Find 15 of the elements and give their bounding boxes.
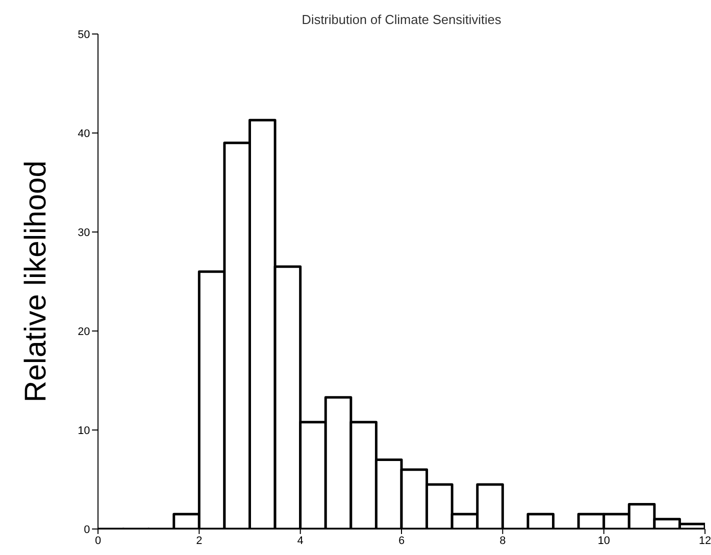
y-tick-label: 0 bbox=[84, 524, 90, 536]
chart-title: Distribution of Climate Sensitivities bbox=[300, 12, 502, 27]
y-tick-label: 50 bbox=[78, 28, 90, 41]
x-tick-label: 6 bbox=[398, 534, 405, 547]
y-tick-label: 40 bbox=[78, 128, 90, 140]
x-tick-label: 12 bbox=[698, 534, 711, 547]
y-tick-label: 20 bbox=[78, 326, 90, 338]
y-tick-label: 30 bbox=[78, 226, 90, 239]
y-tick-label: 10 bbox=[78, 424, 90, 437]
x-tick-label: 2 bbox=[196, 534, 202, 547]
x-tick-label: 0 bbox=[94, 534, 102, 547]
y-axis-title: Relative likelihood bbox=[20, 160, 52, 402]
x-tick-label: 8 bbox=[500, 534, 506, 547]
x-tick-label: 10 bbox=[598, 534, 610, 547]
x-tick-label: 4 bbox=[297, 534, 304, 547]
